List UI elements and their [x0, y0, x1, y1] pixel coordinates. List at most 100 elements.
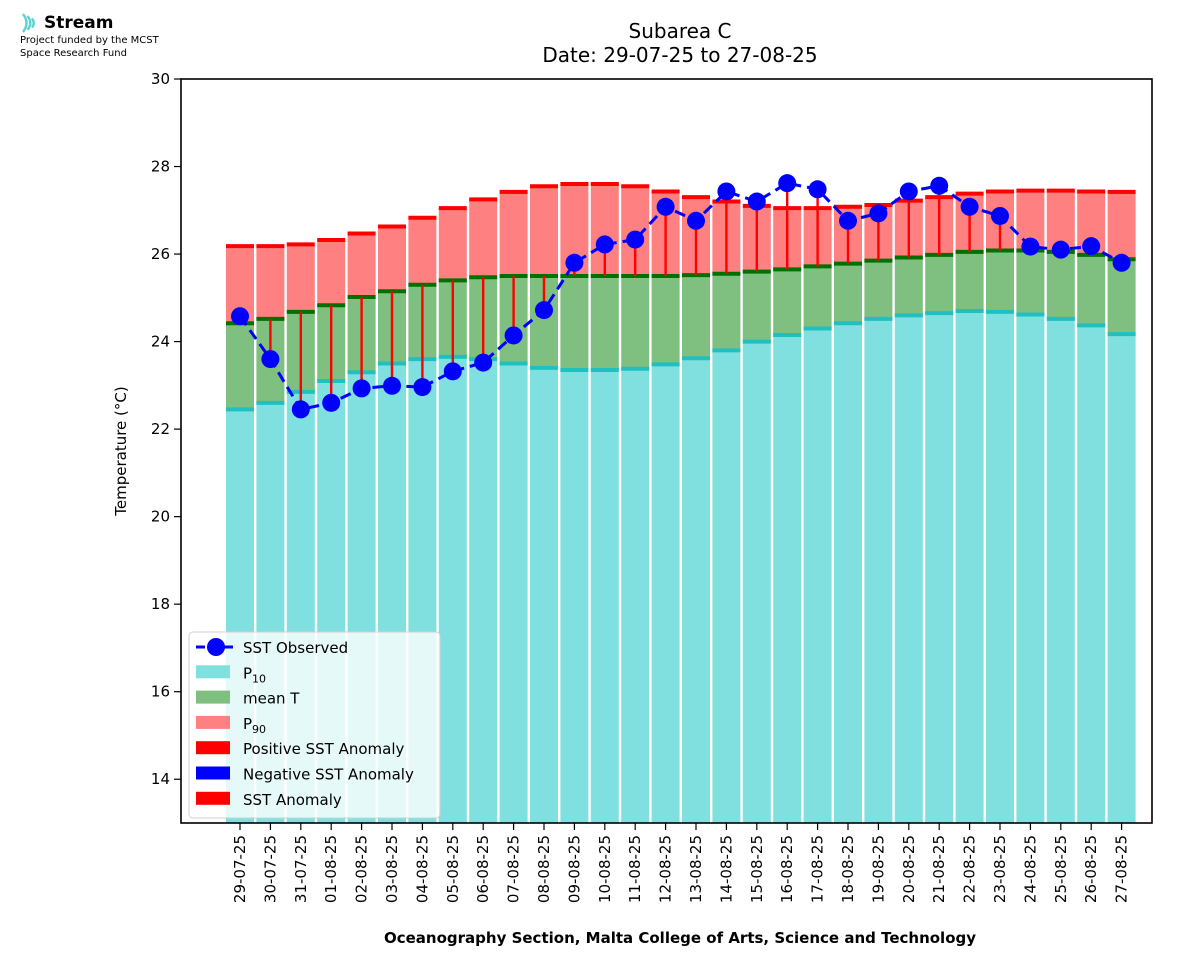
sst-observed-point [899, 182, 918, 201]
sst-observed-point [839, 211, 857, 230]
p10-bar [894, 315, 923, 823]
y-axis-label: Temperature (°C) [112, 386, 130, 516]
mean-bar [803, 266, 832, 329]
legend-swatch [196, 766, 230, 780]
plot-frame [180, 78, 1153, 824]
p90-bar [408, 217, 437, 285]
y-tick-label: 14 [151, 770, 170, 788]
x-tick-label: 16-08-25 [778, 835, 796, 903]
x-tick-label: 24-08-25 [1021, 835, 1039, 903]
p10-bar [773, 335, 802, 823]
x-tick-label: 10-08-25 [596, 835, 614, 903]
legend-label: SST Anomaly [243, 791, 342, 809]
stream-logo-icon [22, 13, 35, 33]
sst-observed-point [565, 253, 584, 272]
legend-box [188, 631, 441, 819]
p90-bar [317, 240, 346, 306]
mean-bar [986, 250, 1014, 312]
p90-bar [438, 208, 467, 281]
x-tick-label: 18-08-25 [839, 835, 857, 903]
sst-observed-point [747, 192, 766, 211]
legend-swatch [196, 791, 230, 805]
p90-bar [469, 199, 498, 278]
legend-label: Positive SST Anomaly [243, 740, 404, 758]
sst-observed-point [991, 206, 1009, 225]
mean-bar [894, 257, 923, 316]
sst-observed-point [231, 307, 249, 326]
sst-observed-point [656, 197, 675, 216]
p90-bar [286, 244, 315, 312]
mean-bar [1046, 251, 1075, 319]
x-tick-label: 03-08-25 [383, 835, 401, 903]
mean-bar [682, 275, 710, 359]
mean-bar [226, 323, 254, 410]
sst-observed-point [1021, 237, 1040, 256]
sst-observed-point [261, 350, 280, 369]
x-tick-label: 31-07-25 [292, 835, 310, 903]
sst-observed-point [504, 326, 523, 345]
sst-observed-point [808, 180, 827, 199]
logo-funding-line-2: Space Research Fund [20, 48, 127, 59]
x-tick-label: 13-08-25 [687, 835, 705, 903]
sst-observed-point [383, 376, 401, 395]
x-tick-label: 14-08-25 [717, 835, 735, 903]
mean-bar [712, 273, 741, 351]
x-axis-label: Oceanography Section, Malta College of A… [384, 929, 976, 947]
p10-bar [590, 370, 619, 823]
mean-bar [742, 271, 771, 342]
mean-bar [1016, 250, 1045, 315]
p10-bar [955, 310, 984, 823]
p10-bar [803, 328, 832, 823]
mean-bar [925, 254, 954, 314]
sst-observed-point [960, 197, 979, 216]
sst-observed-point [535, 301, 553, 320]
p10-bar [682, 358, 710, 823]
x-tick-label: 08-08-25 [535, 835, 553, 903]
sst-observed-point [352, 379, 371, 398]
y-tick-label: 26 [151, 245, 170, 263]
x-tick-label: 29-07-25 [231, 835, 249, 903]
y-tick-label: 28 [151, 158, 170, 176]
sst-observed-point [687, 211, 705, 230]
x-tick-label: 07-08-25 [505, 835, 523, 903]
sst-observed-point [474, 353, 493, 372]
x-tick-label: 30-07-25 [261, 835, 279, 903]
sst-observed-point [1051, 240, 1070, 259]
p10-bar [1077, 325, 1106, 823]
x-tick-label: 27-08-25 [1113, 835, 1131, 903]
mean-bar [560, 275, 589, 371]
sst-observed-point [322, 393, 341, 412]
x-tick-label: 22-08-25 [961, 835, 979, 903]
sst-observed-point [413, 378, 432, 397]
p90-bar [1107, 191, 1136, 260]
p10-bar [925, 313, 954, 823]
mean-bar [621, 275, 650, 369]
sst-observed-point [291, 400, 310, 419]
x-tick-label: 17-08-25 [809, 835, 827, 903]
y-tick-label: 30 [151, 70, 170, 88]
mean-bar [1077, 254, 1106, 326]
p10-bar [560, 370, 589, 823]
logo-funding-line-1: Project funded by the MCST [20, 35, 159, 46]
mean-bar [590, 275, 619, 371]
y-tick-label: 20 [151, 508, 170, 526]
y-tick-label: 24 [151, 333, 170, 351]
p10-bar [1016, 314, 1045, 823]
p90-bar [378, 226, 406, 292]
legend-label: Negative SST Anomaly [243, 766, 414, 784]
mean-bar [773, 269, 802, 336]
legend-swatch [196, 665, 230, 679]
x-tick-label: 19-08-25 [869, 835, 887, 903]
x-tick-label: 21-08-25 [930, 835, 948, 903]
p10-bar [864, 318, 893, 823]
p90-bar [530, 186, 558, 276]
p10-bar [530, 367, 558, 823]
p10-bar [834, 323, 862, 823]
x-tick-label: 05-08-25 [444, 835, 462, 903]
p10-bar [712, 350, 741, 823]
chart-title: Subarea C [629, 19, 732, 43]
x-tick-label: 06-08-25 [474, 835, 492, 903]
p90-bar [347, 233, 376, 297]
mean-bar [864, 260, 893, 319]
